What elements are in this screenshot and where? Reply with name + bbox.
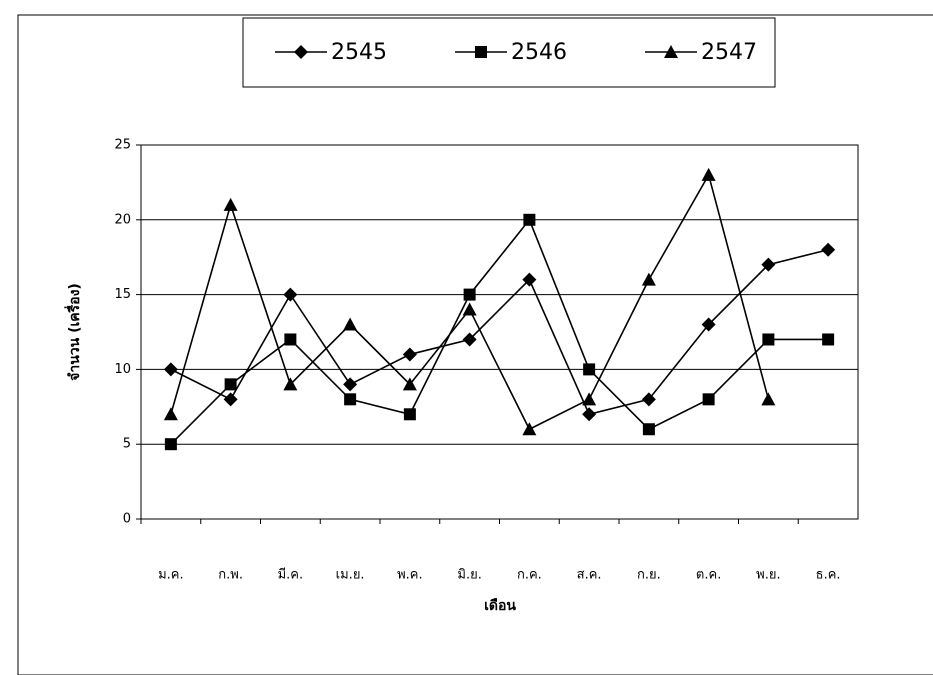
chart: จำนวน (เครื่อง) เดือน 0 5 10 15 20 25 ม.ค. ก.พ.…: [0, 0, 933, 675]
legend-text: 2547: [701, 40, 757, 65]
point: [224, 392, 238, 406]
point: [164, 407, 178, 420]
y-tick-label: 10: [114, 362, 131, 377]
y-tick-label: 20: [114, 212, 131, 227]
y-tick-label: 5: [123, 437, 131, 452]
point: [344, 393, 356, 405]
legend-text: 2545: [331, 40, 387, 65]
point: [702, 168, 716, 181]
series-line: [171, 175, 769, 429]
x-tick-label: ต.ค.: [696, 568, 721, 583]
point: [643, 423, 655, 435]
page: {"chart_data": {"type": "line", "y_label…: [0, 0, 933, 675]
x-tick-label: ม.ค.: [158, 568, 184, 583]
point: [762, 333, 774, 345]
x-tick-label: ส.ค.: [577, 568, 602, 583]
point: [821, 243, 835, 257]
y-tick-label: 25: [114, 138, 131, 153]
point: [283, 288, 297, 302]
point: [404, 408, 416, 420]
point: [523, 214, 535, 226]
series-line: [171, 250, 828, 415]
point: [343, 318, 357, 331]
point: [284, 333, 296, 345]
point: [164, 362, 178, 376]
point: [703, 393, 715, 405]
legend-marker: [475, 46, 487, 58]
y-axis-title: จำนวน (เครื่อง): [64, 283, 83, 381]
x-tick-label: เม.ย.: [336, 568, 365, 583]
point: [522, 422, 536, 435]
x-tick-label: ธ.ค.: [816, 568, 841, 583]
x-tick-label: ก.ค.: [517, 568, 542, 583]
x-tick-label: พ.ย.: [756, 568, 780, 583]
point: [583, 363, 595, 375]
y-tick-label: 0: [123, 512, 131, 527]
y-tick-label: 15: [114, 287, 131, 302]
point: [642, 273, 656, 286]
x-tick-label: พ.ค.: [397, 568, 423, 583]
x-tick-label: มิ.ย.: [457, 568, 481, 583]
point: [165, 438, 177, 450]
point: [403, 347, 417, 361]
point: [224, 198, 238, 211]
x-tick-label: มี.ค.: [278, 567, 304, 583]
point: [343, 377, 357, 391]
x-axis-title: เดือน: [484, 598, 516, 614]
point: [822, 333, 834, 345]
point: [582, 392, 596, 405]
point: [582, 407, 596, 421]
x-tick-label: ก.ย.: [637, 568, 661, 583]
x-tick-label: ก.พ.: [218, 568, 243, 583]
point: [464, 289, 476, 301]
point: [225, 378, 237, 390]
point: [761, 392, 775, 405]
legend-text: 2546: [511, 40, 567, 65]
